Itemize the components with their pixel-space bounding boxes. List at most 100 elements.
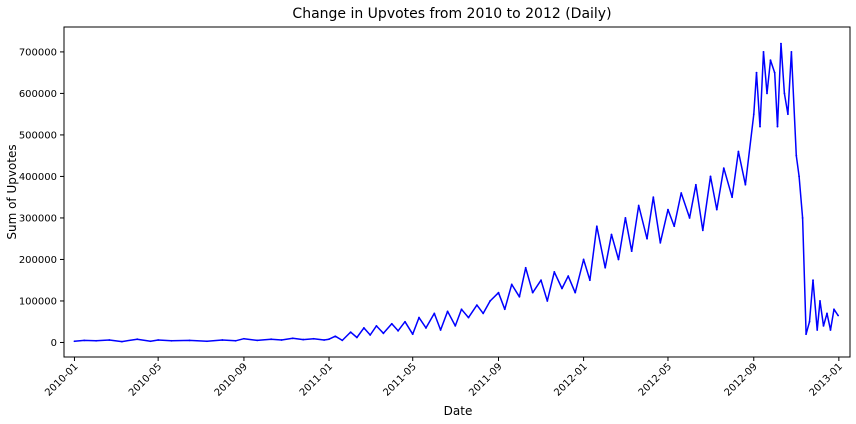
data-point bbox=[812, 279, 814, 282]
data-point bbox=[604, 266, 607, 269]
data-point bbox=[312, 337, 315, 340]
data-point bbox=[291, 337, 294, 340]
data-point bbox=[95, 339, 97, 342]
data-point bbox=[822, 324, 825, 327]
y-tick-label: 500000 bbox=[19, 130, 57, 141]
data-point bbox=[780, 42, 782, 45]
data-point bbox=[808, 320, 811, 323]
data-point bbox=[630, 250, 633, 253]
data-point bbox=[776, 125, 779, 128]
data-point bbox=[737, 150, 740, 153]
data-point bbox=[323, 339, 326, 341]
y-axis-ticks: 0 100000 200000 300000 400000 500000 600000 700… bbox=[19, 47, 64, 349]
data-point bbox=[73, 340, 76, 343]
data-point bbox=[652, 196, 655, 199]
plot-area bbox=[73, 42, 840, 343]
data-point bbox=[667, 208, 669, 211]
data-point bbox=[688, 217, 691, 219]
y-tick-label: 0 bbox=[51, 338, 57, 349]
data-point bbox=[805, 333, 807, 336]
data-point bbox=[120, 340, 123, 343]
chart-title: Change in Upvotes from 2010 to 2012 (Dai… bbox=[292, 6, 611, 22]
data-point bbox=[659, 241, 662, 244]
data-point bbox=[829, 329, 832, 331]
data-point bbox=[769, 59, 772, 62]
data-point bbox=[762, 51, 765, 53]
data-point bbox=[489, 300, 492, 302]
data-point bbox=[553, 271, 556, 273]
data-point bbox=[680, 192, 683, 194]
y-tick-label: 100000 bbox=[19, 296, 57, 307]
data-point bbox=[243, 337, 245, 340]
y-tick-label: 600000 bbox=[19, 89, 57, 100]
data-point bbox=[801, 217, 804, 219]
data-point bbox=[467, 316, 470, 319]
data-point bbox=[149, 340, 152, 343]
data-point bbox=[798, 175, 800, 178]
data-point bbox=[334, 335, 337, 338]
data-point bbox=[540, 279, 542, 282]
data-point bbox=[546, 300, 549, 302]
data-point bbox=[328, 338, 330, 341]
plot-frame bbox=[63, 26, 851, 358]
data-point bbox=[108, 339, 111, 341]
y-axis-title: Sum of Upvotes bbox=[5, 144, 19, 239]
data-point bbox=[752, 113, 755, 116]
data-point bbox=[404, 320, 406, 323]
data-point bbox=[531, 291, 534, 294]
data-point bbox=[188, 339, 191, 342]
data-point bbox=[503, 308, 506, 311]
data-point bbox=[375, 324, 378, 327]
data-point bbox=[390, 322, 393, 325]
data-point bbox=[411, 333, 414, 336]
data-point bbox=[234, 339, 237, 342]
data-point bbox=[369, 334, 372, 336]
data-point bbox=[773, 71, 776, 74]
data-point bbox=[567, 275, 570, 277]
y-tick-label: 200000 bbox=[19, 255, 57, 266]
data-point bbox=[833, 308, 835, 311]
data-point bbox=[475, 304, 478, 307]
data-point bbox=[759, 125, 761, 128]
data-point bbox=[694, 183, 697, 186]
data-point bbox=[819, 300, 821, 302]
data-point bbox=[425, 327, 427, 329]
y-tick-label: 400000 bbox=[19, 172, 57, 183]
data-point bbox=[482, 312, 485, 315]
series-line bbox=[74, 42, 839, 343]
data-point bbox=[715, 208, 718, 211]
data-point bbox=[816, 329, 819, 331]
data-point bbox=[439, 329, 442, 331]
data-point bbox=[382, 332, 385, 335]
data-point bbox=[497, 291, 500, 294]
data-point bbox=[588, 279, 591, 282]
data-point bbox=[837, 314, 840, 317]
y-tick-label: 700000 bbox=[19, 47, 57, 58]
data-point bbox=[446, 310, 449, 313]
data-point bbox=[755, 71, 758, 74]
data-point bbox=[617, 258, 620, 261]
data-point bbox=[170, 339, 173, 342]
data-point bbox=[722, 167, 725, 170]
data-point bbox=[595, 225, 598, 228]
data-point bbox=[221, 339, 224, 341]
data-point bbox=[397, 329, 399, 332]
data-point bbox=[433, 312, 436, 315]
data-point bbox=[460, 308, 463, 311]
y-tick-label: 300000 bbox=[19, 213, 57, 224]
data-point bbox=[701, 229, 704, 232]
x-axis-title: Date bbox=[444, 404, 473, 418]
data-point bbox=[256, 339, 259, 342]
data-point bbox=[574, 291, 577, 294]
data-point bbox=[787, 113, 789, 116]
data-point bbox=[454, 324, 457, 327]
data-point bbox=[610, 233, 613, 236]
data-point bbox=[790, 51, 793, 53]
data-point bbox=[356, 336, 358, 339]
data-point bbox=[362, 327, 365, 329]
data-point bbox=[673, 225, 676, 228]
data-point bbox=[341, 339, 344, 342]
data-point bbox=[302, 338, 305, 341]
data-point bbox=[83, 339, 86, 342]
